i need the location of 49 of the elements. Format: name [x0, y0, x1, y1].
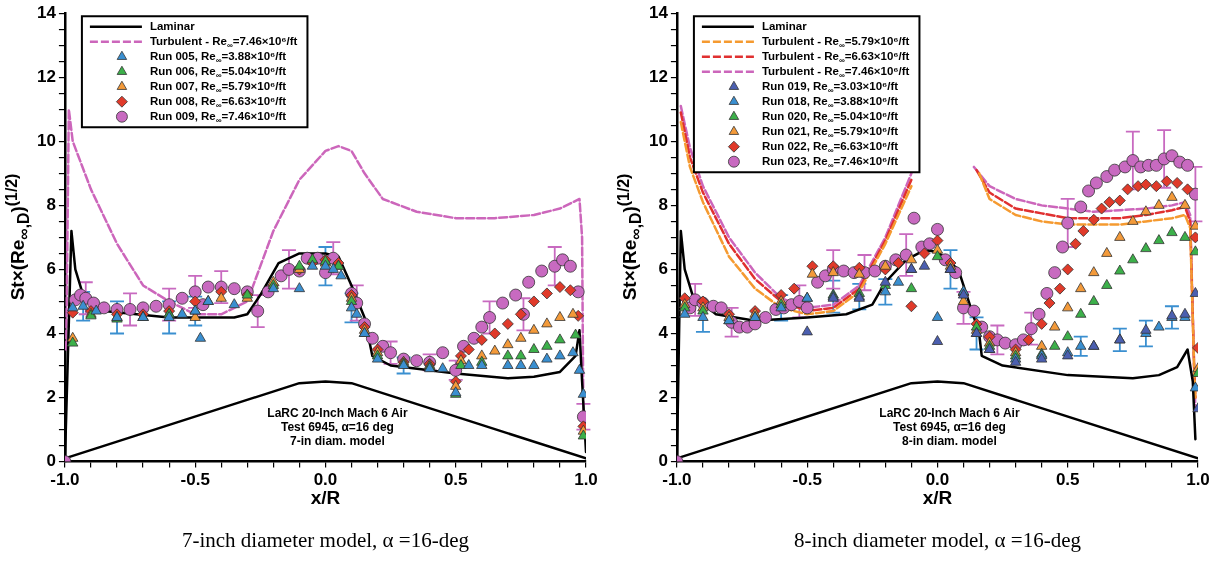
x-tick-label: 1.0: [1186, 470, 1210, 490]
annotation: 7-in diam. model: [290, 433, 385, 448]
annotation: 8-in diam. model: [902, 433, 997, 448]
legend-label: Run 005, Re∞=3.88×10⁶/ft: [149, 49, 287, 65]
legend-label: Turbulent - Re∞=7.46×10⁶/ft: [149, 34, 298, 50]
y-tick-label: 4: [46, 323, 57, 343]
x-tick-label: -1.0: [50, 470, 80, 490]
y-tick-label: 14: [648, 2, 669, 22]
legend-label: Run 008, Re∞=6.63×10⁶/ft: [149, 94, 287, 110]
legend-label: Turbulent - Re∞=6.63×10⁶/ft: [761, 49, 910, 65]
legend-label: Turbulent - Re∞=5.79×10⁶/ft: [761, 34, 910, 50]
annotation: Test 6945, α=16 deg: [893, 419, 1006, 434]
y-tick-label: 0: [46, 451, 56, 471]
y-tick-label: 10: [648, 131, 668, 150]
legend-label: Laminar: [761, 19, 808, 32]
legend-label: Run 023, Re∞=7.46×10⁶/ft: [761, 154, 899, 170]
x-tick-label: 1.0: [574, 470, 598, 490]
y-tick-label: 2: [658, 387, 668, 407]
legend-label: Run 022, Re∞=6.63×10⁶/ft: [761, 139, 899, 155]
y-tick-label: 6: [46, 259, 56, 279]
legend-label: Run 018, Re∞=3.88×10⁶/ft: [761, 94, 899, 110]
text: 8-inch diameter model, α =16-deg: [793, 528, 1081, 553]
annotation: LaRC 20-Inch Mach 6 Air: [879, 405, 1020, 420]
text: 7-inch diameter model, α =16-deg: [181, 528, 469, 553]
x-tick-label: -1.0: [662, 470, 692, 490]
legend-label: Run 009, Re∞=7.46×10⁶/ft: [149, 109, 287, 125]
x-tick-label: -0.5: [792, 470, 822, 490]
legend-label: Run 021, Re∞=5.79×10⁶/ft: [761, 124, 899, 140]
legend-label: Laminar: [149, 19, 196, 32]
y-tick-label: 6: [658, 259, 668, 279]
legend-label: Run 006, Re∞=5.04×10⁶/ft: [149, 64, 287, 80]
x-tick-label: 0.5: [1055, 470, 1080, 490]
y-tick-label: 14: [36, 2, 57, 22]
legend-label: Run 019, Re∞=3.03×10⁶/ft: [761, 79, 899, 95]
y-tick-label: 10: [36, 131, 56, 150]
y-tick-label: 0: [658, 451, 668, 471]
legend-label: Run 020, Re∞=5.04×10⁶/ft: [761, 109, 899, 125]
y-tick-label: 12: [648, 66, 668, 86]
annotation: LaRC 20-Inch Mach 6 Air: [267, 405, 408, 420]
legend-label: Turbulent - Re∞=7.46×10⁶/ft: [761, 64, 910, 80]
y-tick-label: 2: [46, 387, 56, 407]
x-tick-label: -0.5: [180, 470, 210, 490]
legend-label: Run 007, Re∞=5.79×10⁶/ft: [149, 79, 287, 95]
y-tick-label: 4: [658, 323, 669, 343]
y-tick-label: 12: [36, 66, 56, 86]
annotation: Test 6945, α=16 deg: [281, 419, 394, 434]
y-tick-label: 8: [46, 195, 56, 215]
x-tick-label: 0.5: [443, 470, 468, 490]
y-tick-label: 8: [658, 195, 668, 215]
